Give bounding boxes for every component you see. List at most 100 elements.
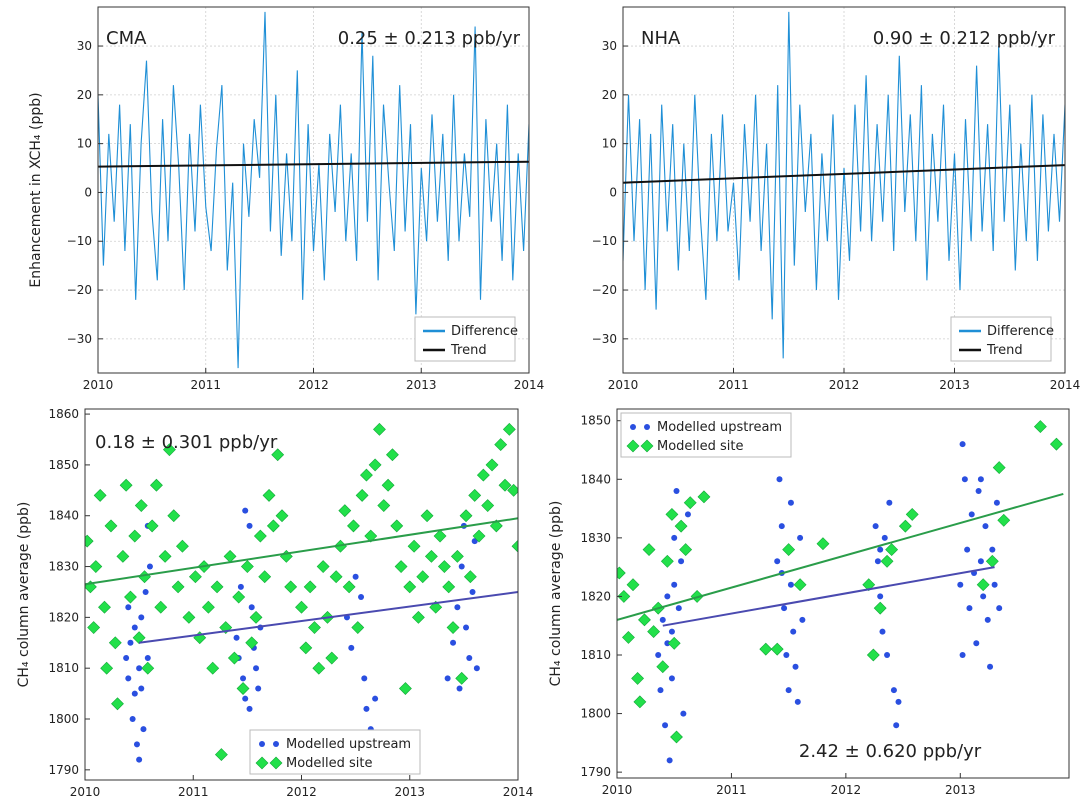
marker-site <box>386 448 399 462</box>
marker-site <box>171 580 185 594</box>
legend: Modelled upstream Modelled site <box>249 729 421 775</box>
marker-site <box>697 490 711 504</box>
legend-label: Modelled site <box>657 439 744 454</box>
marker-site <box>111 697 124 711</box>
marker-site <box>303 580 317 594</box>
marker-site <box>390 519 404 533</box>
tick-label-y: 30 <box>602 39 617 53</box>
tick-label-y: 1790 <box>48 763 79 777</box>
marker-site <box>308 621 321 634</box>
marker-site <box>485 458 499 472</box>
marker-site <box>985 554 999 568</box>
marker-site <box>424 549 438 563</box>
marker-site <box>355 488 369 502</box>
marker-site <box>299 641 313 655</box>
marker-upstream <box>246 522 253 529</box>
tick-label-y: 1820 <box>48 610 79 624</box>
tick-label-y: 1800 <box>580 707 611 721</box>
legend-marker-site <box>255 756 269 770</box>
tick-label-x: 2013 <box>939 378 970 392</box>
marker-upstream <box>774 558 781 565</box>
tick-label-x: 2014 <box>503 785 534 799</box>
marker-site <box>862 578 876 592</box>
marker-site <box>245 636 259 650</box>
marker-upstream <box>454 604 461 611</box>
marker-site <box>100 661 114 675</box>
tick-label-y: 1840 <box>48 509 79 523</box>
legend-marker-upstream <box>273 741 279 747</box>
marker-upstream <box>140 726 147 733</box>
panel-bottom-left: 2010 2011 2012 2013 2014 1790 1800 1810 1820 1830… <box>16 407 533 799</box>
marker-upstream <box>968 511 975 518</box>
marker-site <box>793 578 807 592</box>
marker-site <box>351 621 365 634</box>
marker-site <box>377 499 391 512</box>
marker-site <box>498 478 512 492</box>
trend-line <box>85 517 518 586</box>
marker-upstream <box>444 675 451 682</box>
marker-upstream <box>142 588 149 595</box>
legend-label: Difference <box>987 324 1054 339</box>
tick-label-y: −30 <box>592 332 617 346</box>
marker-site <box>132 631 146 645</box>
marker-site <box>104 519 118 533</box>
marker-upstream <box>469 588 476 595</box>
marker-site <box>85 534 94 548</box>
tick-label-y: −20 <box>592 283 617 297</box>
marker-upstream <box>237 583 244 590</box>
marker-upstream <box>975 488 982 494</box>
marker-site <box>437 560 451 573</box>
marker-site <box>1033 420 1047 433</box>
marker-site <box>98 600 111 614</box>
marker-site <box>660 554 674 568</box>
tick-label-y: 10 <box>602 137 617 151</box>
marker-site <box>275 509 289 523</box>
marker-upstream <box>666 757 673 764</box>
tick-label-y: 1850 <box>580 414 611 428</box>
marker-site <box>420 509 434 523</box>
marker-site <box>188 570 202 584</box>
marker-upstream <box>352 573 359 580</box>
marker-site <box>665 508 679 521</box>
tick-label-y: 1820 <box>580 589 611 603</box>
tick-label-y: 30 <box>77 39 92 53</box>
marker-upstream <box>129 716 136 723</box>
marker-site <box>145 519 159 533</box>
marker-site <box>128 529 142 543</box>
marker-site <box>674 519 688 533</box>
marker-site <box>394 560 408 573</box>
marker-site <box>134 499 148 512</box>
marker-site <box>670 730 683 744</box>
tick-label-x: 2010 <box>602 783 633 797</box>
marker-site <box>617 590 631 603</box>
marker-site <box>108 636 122 650</box>
trend-annotation: 2.42 ± 0.620 ppb/yr <box>799 741 982 762</box>
marker-site <box>295 600 308 614</box>
marker-upstream <box>668 628 675 635</box>
marker-site <box>258 570 272 584</box>
marker-site <box>442 580 456 594</box>
marker-site <box>481 499 495 512</box>
marker-site <box>759 642 773 656</box>
marker-site <box>667 636 681 650</box>
tick-label-y: 1790 <box>580 765 611 779</box>
marker-upstream <box>787 581 794 588</box>
marker-site <box>446 621 460 634</box>
marker-upstream <box>684 511 691 518</box>
tick-label-y: 0 <box>609 185 617 199</box>
marker-site <box>119 478 133 492</box>
tick-label-x: 2012 <box>831 783 862 797</box>
marker-site <box>617 566 626 580</box>
marker-site <box>880 554 894 568</box>
tick-label-y: −10 <box>592 234 617 248</box>
marker-upstream <box>884 652 891 658</box>
tick-label-x: 2011 <box>190 378 221 392</box>
legend-label: Modelled upstream <box>657 420 782 435</box>
marker-upstream <box>240 675 247 682</box>
marker-upstream <box>246 705 253 712</box>
marker-upstream <box>125 675 132 682</box>
series-line <box>623 11 1065 359</box>
marker-upstream <box>242 507 249 514</box>
marker-site <box>266 519 280 533</box>
panel-bottom-right: 2010 2011 2012 2013 1790 1800 1810 1820 1830 1840… <box>548 408 1070 797</box>
